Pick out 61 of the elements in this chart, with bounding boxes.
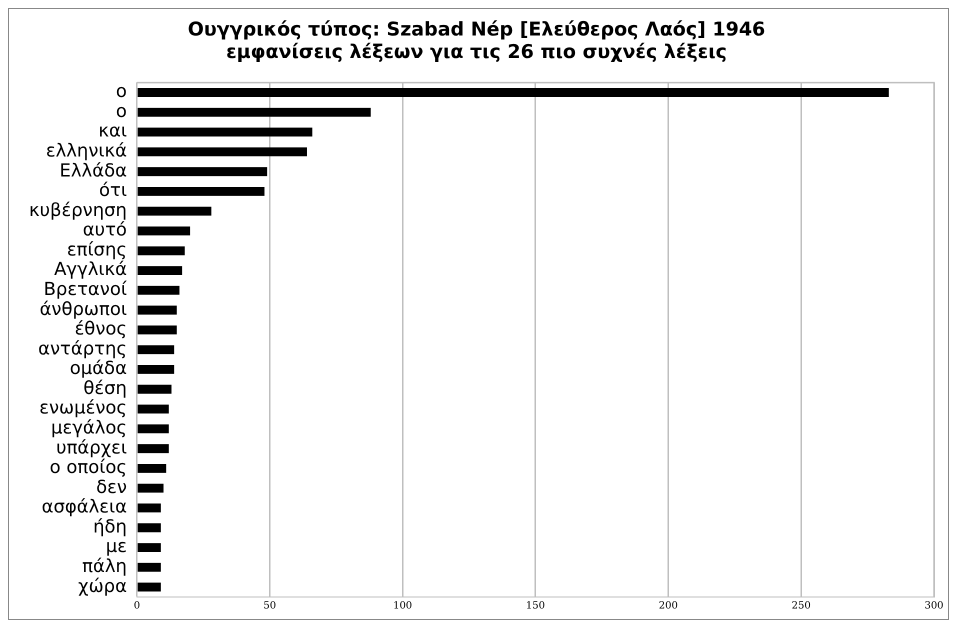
y-tick-label: επίσης <box>66 239 127 260</box>
bar <box>138 384 172 394</box>
bar <box>138 444 169 454</box>
bar <box>138 108 371 117</box>
bar <box>138 206 212 216</box>
y-tick-label: ο οποίος <box>50 457 127 478</box>
text: εμφανίσεις λέξεων για τις 26 πιο συχνές λέξεις <box>226 41 727 64</box>
bar <box>138 266 182 276</box>
x-tick-label: 250 <box>792 600 811 612</box>
y-tick-label: θέση <box>83 378 127 399</box>
bar <box>138 464 166 473</box>
y-tick-label: υπάρχει <box>56 437 127 458</box>
y-tick-label: χώρα <box>78 576 127 597</box>
x-tick-label: 100 <box>393 600 412 612</box>
y-tick-label: Αγγλικά <box>54 259 127 280</box>
y-tick-label: και <box>98 120 127 142</box>
bar <box>138 226 190 236</box>
bar <box>138 246 185 256</box>
x-tick-label: 200 <box>658 600 678 612</box>
bar <box>138 543 161 552</box>
y-tick-label: κυβέρνηση <box>28 200 127 221</box>
bar <box>138 147 307 156</box>
bar <box>138 306 177 315</box>
bar <box>138 345 174 354</box>
bar <box>138 167 268 176</box>
y-tick-label: μεγάλος <box>51 418 127 439</box>
bar <box>138 484 164 493</box>
y-tick-label: με <box>106 536 127 558</box>
text: Ουγγρικός τύπος: Szabad Nép [Ελεύθερος Λαός] 1946 <box>188 18 766 40</box>
y-tick-label: ότι <box>98 180 127 202</box>
y-tick-label: δεν <box>96 476 127 498</box>
x-tick-label: 0 <box>134 600 140 612</box>
y-tick-label: ασφάλεια <box>42 496 127 518</box>
bar <box>138 404 169 414</box>
x-tick-label: 150 <box>526 600 546 612</box>
y-tick-label: ήδη <box>93 516 127 538</box>
x-tick-label: 50 <box>263 600 276 612</box>
bar <box>138 504 161 512</box>
bar <box>138 424 169 434</box>
y-tick-label: Βρετανοί <box>44 279 127 300</box>
bar <box>138 582 161 592</box>
y-tick-label: ενωμένος <box>39 398 127 419</box>
y-tick-label: αντάρτης <box>38 338 127 360</box>
bar <box>138 325 177 334</box>
y-tick-label: πάλη <box>82 556 127 577</box>
y-tick-label: ελληνικά <box>46 140 127 162</box>
bar <box>138 562 161 572</box>
bar <box>138 523 161 532</box>
y-tick-label: ο <box>116 100 127 122</box>
bar <box>138 128 312 137</box>
x-tick-label: 300 <box>924 600 944 612</box>
bar <box>138 365 174 374</box>
y-tick-label: Ελλάδα <box>60 160 127 182</box>
bar <box>138 88 889 97</box>
y-tick-label: άνθρωποι <box>40 298 127 320</box>
y-tick-label: αυτό <box>82 220 127 241</box>
y-tick-label: έθνος <box>74 318 127 340</box>
bar <box>138 186 264 196</box>
bar <box>138 286 180 295</box>
y-tick-label: ο <box>116 81 127 102</box>
y-tick-label: ομάδα <box>70 358 127 380</box>
